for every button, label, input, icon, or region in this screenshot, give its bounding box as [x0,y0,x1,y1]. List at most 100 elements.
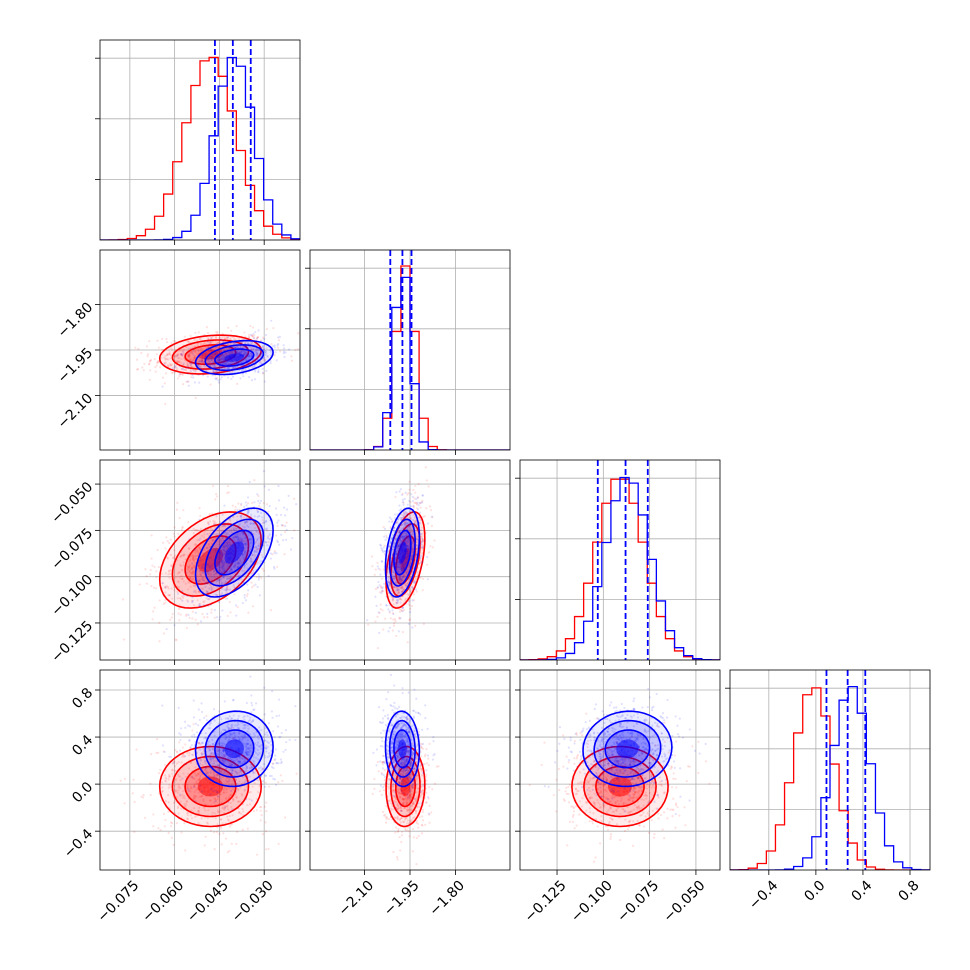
scatter-point [267,541,270,544]
scatter-point [223,546,227,550]
scatter-point [207,522,210,525]
scatter-point [398,565,401,568]
scatter-point [198,538,201,542]
scatter-point [280,533,283,536]
scatter-point [403,566,406,569]
scatter-point [161,786,164,789]
scatter-point [371,565,374,568]
scatter-point [225,779,228,782]
scatter-point [239,812,243,815]
scatter-point [215,515,218,518]
scatter-point [376,586,379,589]
scatter-point [213,364,216,367]
scatter-point [405,514,408,517]
scatter-point [149,359,152,362]
scatter-point [389,582,392,586]
scatter-point [252,522,255,525]
scatter-point [173,554,177,557]
scatter-point [406,512,409,516]
scatter-point [395,589,399,592]
scatter-point [198,777,201,781]
scatter-point [208,577,212,580]
scatter-point [237,800,240,803]
scatter-point [243,550,246,553]
scatter-point [413,522,417,525]
scatter-point [196,623,199,626]
scatter-point [234,793,237,796]
scatter-point [252,347,255,351]
scatter-point [245,769,248,772]
scatter-point [182,554,185,557]
scatter-point [200,361,203,364]
scatter-point [192,794,196,797]
scatter-point [229,337,232,340]
scatter-point [231,797,235,801]
scatter-point [404,491,407,494]
scatter-point [177,783,180,786]
scatter-point [218,552,222,555]
scatter-point [391,606,394,609]
scatter-point [194,591,198,594]
scatter-point [273,551,276,554]
scatter-point [161,789,164,793]
scatter-point [232,536,235,539]
scatter-point [247,363,250,366]
scatter-point [221,554,224,557]
scatter-point [187,340,190,344]
scatter-point [191,360,194,363]
scatter-point [180,361,183,364]
scatter-point [258,525,261,529]
scatter-point [221,358,224,361]
scatter-point [408,480,411,483]
scatter-point [219,744,222,747]
scatter-point [202,603,206,607]
scatter-point [257,504,261,507]
scatter-point [179,555,182,558]
scatter-point [254,350,257,353]
scatter-point [242,352,246,355]
scatter-point [171,371,175,374]
scatter-point [259,339,263,342]
scatter-point [205,582,209,585]
scatter-point [192,784,196,787]
scatter-point [184,726,187,729]
scatter-point [406,522,409,526]
scatter-point [217,561,220,564]
scatter-point [250,334,254,337]
scatter-point [400,567,404,570]
scatter-point [176,597,179,600]
scatter-point [215,336,218,340]
scatter-point [224,806,227,809]
scatter-point [218,563,221,566]
scatter-point [305,343,307,345]
scatter-point [206,532,209,536]
scatter-point [408,599,411,603]
scatter-point [244,542,247,545]
scatter-point [240,350,243,354]
scatter-point [401,580,404,583]
scatter-point [201,612,204,616]
scatter-point [238,761,242,764]
scatter-point [412,587,416,590]
scatter-point [262,521,265,524]
scatter-point [189,364,192,367]
scatter-point [246,355,250,358]
scatter-point [219,358,222,361]
scatter-point [247,525,250,529]
scatter-point [197,349,200,352]
scatter-point [190,735,194,738]
scatter-point [236,362,240,365]
scatter-point [167,364,170,367]
scatter-point [197,373,200,377]
scatter-point [218,336,222,339]
scatter-point [305,777,307,779]
scatter-point [414,491,417,494]
scatter-point [241,531,244,535]
scatter-point [206,375,209,378]
scatter-point [231,504,234,507]
scatter-point [402,503,405,506]
scatter-point [177,786,180,789]
scatter-point [189,334,192,337]
scatter-point [239,770,243,773]
scatter-point [379,608,382,611]
